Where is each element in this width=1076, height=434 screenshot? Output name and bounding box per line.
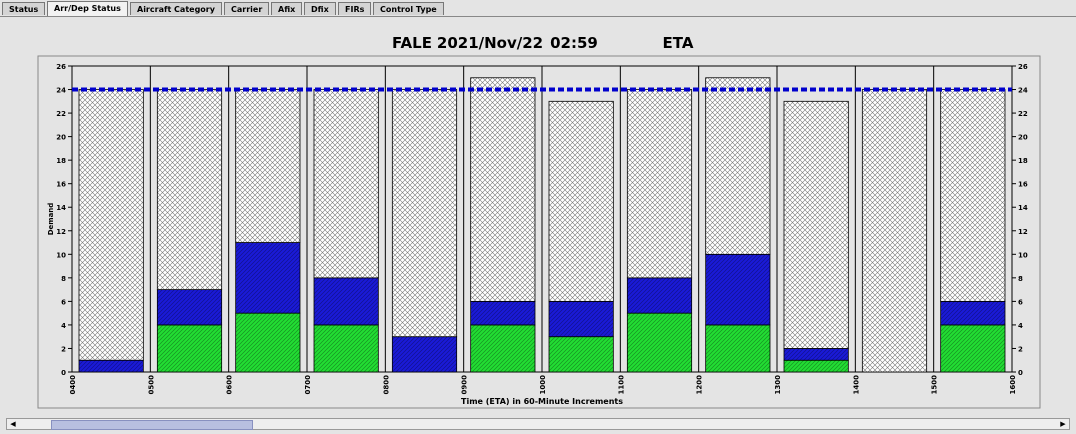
x-tick-label: 1600	[1009, 375, 1017, 395]
chart-title: FALE	[392, 34, 432, 52]
bar-segment	[784, 360, 848, 372]
bar-segment	[784, 348, 848, 360]
bar-segment	[941, 301, 1005, 325]
y-tick-label: 14	[56, 204, 66, 212]
y-tick-label: 6	[61, 298, 66, 306]
bar-segment	[471, 301, 535, 325]
y-tick-label: 8	[61, 275, 66, 283]
y2-tick-label: 8	[1018, 275, 1023, 283]
x-tick-label: 0400	[69, 375, 77, 395]
chart-title: ETA	[663, 34, 694, 52]
bar-segment	[471, 325, 535, 372]
x-axis-label: Time (ETA) in 60-Minute Increments	[461, 397, 623, 406]
y-tick-label: 10	[56, 251, 66, 259]
y2-tick-label: 26	[1018, 63, 1028, 71]
y-tick-label: 24	[56, 87, 66, 95]
bar-segment	[314, 90, 378, 278]
bar-segment	[549, 101, 613, 301]
x-tick-label: 1200	[696, 375, 704, 395]
x-tick-label: 0600	[226, 375, 234, 395]
bar-segment	[627, 278, 691, 313]
y2-tick-label: 16	[1018, 181, 1028, 189]
y2-tick-label: 18	[1018, 157, 1028, 165]
x-tick-label: 1000	[539, 375, 547, 395]
y-tick-label: 26	[56, 63, 66, 71]
bar-segment	[549, 301, 613, 336]
bar-segment	[236, 90, 300, 243]
y2-tick-label: 4	[1018, 322, 1023, 330]
x-tick-label: 1300	[774, 375, 782, 395]
x-tick-label: 0800	[382, 375, 390, 395]
scroll-left[interactable]: ◀	[8, 420, 18, 428]
bar-segment	[79, 90, 143, 361]
y2-tick-label: 10	[1018, 251, 1028, 259]
bar-segment	[784, 101, 848, 348]
chart-title: 02:59	[550, 34, 598, 52]
scroll-thumb[interactable]	[51, 420, 253, 430]
bar-segment	[862, 90, 926, 372]
bar-segment	[314, 325, 378, 372]
x-tick-label: 1100	[617, 375, 625, 395]
y-tick-label: 22	[56, 110, 66, 118]
bar-segment	[392, 337, 456, 372]
y2-tick-label: 14	[1018, 204, 1028, 212]
y2-tick-label: 2	[1018, 345, 1023, 353]
bar-segment	[236, 313, 300, 372]
scrollbar[interactable]: ◀ ▶	[6, 418, 1070, 430]
bar-segment	[706, 254, 770, 325]
screen: StatusArr/Dep StatusAircraft CategoryCar…	[0, 0, 1076, 434]
scroll-right[interactable]: ▶	[1058, 420, 1068, 428]
chart: FALE2021/Nov/2202:59ETA00224466881010121…	[0, 0, 1076, 416]
bar-segment	[79, 360, 143, 372]
y2-tick-label: 20	[1018, 134, 1028, 142]
y-tick-label: 4	[61, 322, 66, 330]
y2-tick-label: 0	[1018, 369, 1023, 377]
y-axis-label: Demand	[47, 203, 55, 236]
x-tick-label: 0500	[147, 375, 155, 395]
bar-segment	[941, 325, 1005, 372]
bar-segment	[627, 313, 691, 372]
x-tick-label: 1500	[931, 375, 939, 395]
x-tick-label: 1400	[852, 375, 860, 395]
y-tick-label: 18	[56, 157, 66, 165]
y2-tick-label: 24	[1018, 87, 1028, 95]
x-tick-label: 0700	[304, 375, 312, 395]
bar-segment	[706, 78, 770, 255]
y2-tick-label: 12	[1018, 228, 1028, 236]
bar-segment	[941, 90, 1005, 302]
y2-tick-label: 6	[1018, 298, 1023, 306]
y-tick-label: 2	[61, 345, 66, 353]
bar-segment	[706, 325, 770, 372]
bar-segment	[549, 337, 613, 372]
y2-tick-label: 22	[1018, 110, 1028, 118]
bar-segment	[157, 90, 221, 290]
bar-segment	[627, 90, 691, 278]
chart-title: 2021/Nov/22	[437, 34, 543, 52]
y-tick-label: 20	[56, 134, 66, 142]
y-tick-label: 12	[56, 228, 66, 236]
bar-segment	[157, 325, 221, 372]
bar-segment	[314, 278, 378, 325]
bar-segment	[157, 290, 221, 325]
bar-segment	[392, 90, 456, 337]
y-tick-label: 0	[61, 369, 66, 377]
x-tick-label: 0900	[461, 375, 469, 395]
bar-segment	[471, 78, 535, 302]
bar-segment	[236, 243, 300, 314]
y-tick-label: 16	[56, 181, 66, 189]
